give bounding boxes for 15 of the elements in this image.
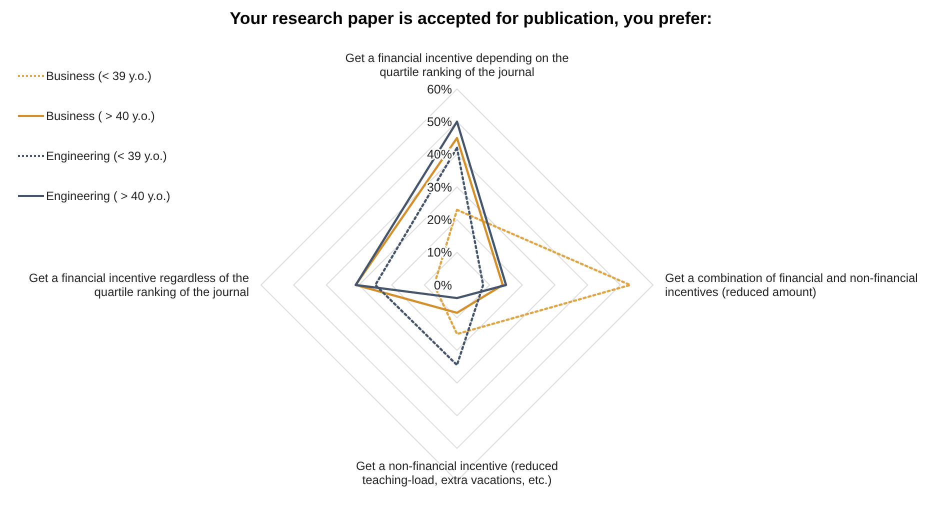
spoke-label: Get a combination of financial and non-financial incentives (reduced amount) <box>665 271 918 299</box>
spoke-label: Get a non-financial incentive (reduced teaching-load, extra vacations, etc.) <box>356 459 558 487</box>
y-tick-label: 50% <box>426 115 452 130</box>
y-tick-label: 30% <box>426 180 452 194</box>
y-tick-label: 60% <box>426 82 452 96</box>
chart-title: Your research paper is accepted for publication, you prefer: <box>230 9 712 28</box>
legend-label: Engineering ( > 40 y.o.) <box>46 189 170 204</box>
spoke-label: Get a financial incentive regardless of the quartile ranking of the journal <box>28 271 250 299</box>
legend-label: Engineering (< 39 y.o.) <box>46 149 167 164</box>
y-tick-label: 20% <box>426 213 452 228</box>
legend-label: Business (< 39 y.o.) <box>46 69 152 84</box>
y-tick-label: 0% <box>434 278 452 292</box>
spoke-label: Get a financial incentive depending on the quartile ranking of the journal <box>345 51 570 79</box>
y-tick-label: 10% <box>426 246 452 260</box>
legend-label: Business ( > 40 y.o.) <box>46 109 155 124</box>
